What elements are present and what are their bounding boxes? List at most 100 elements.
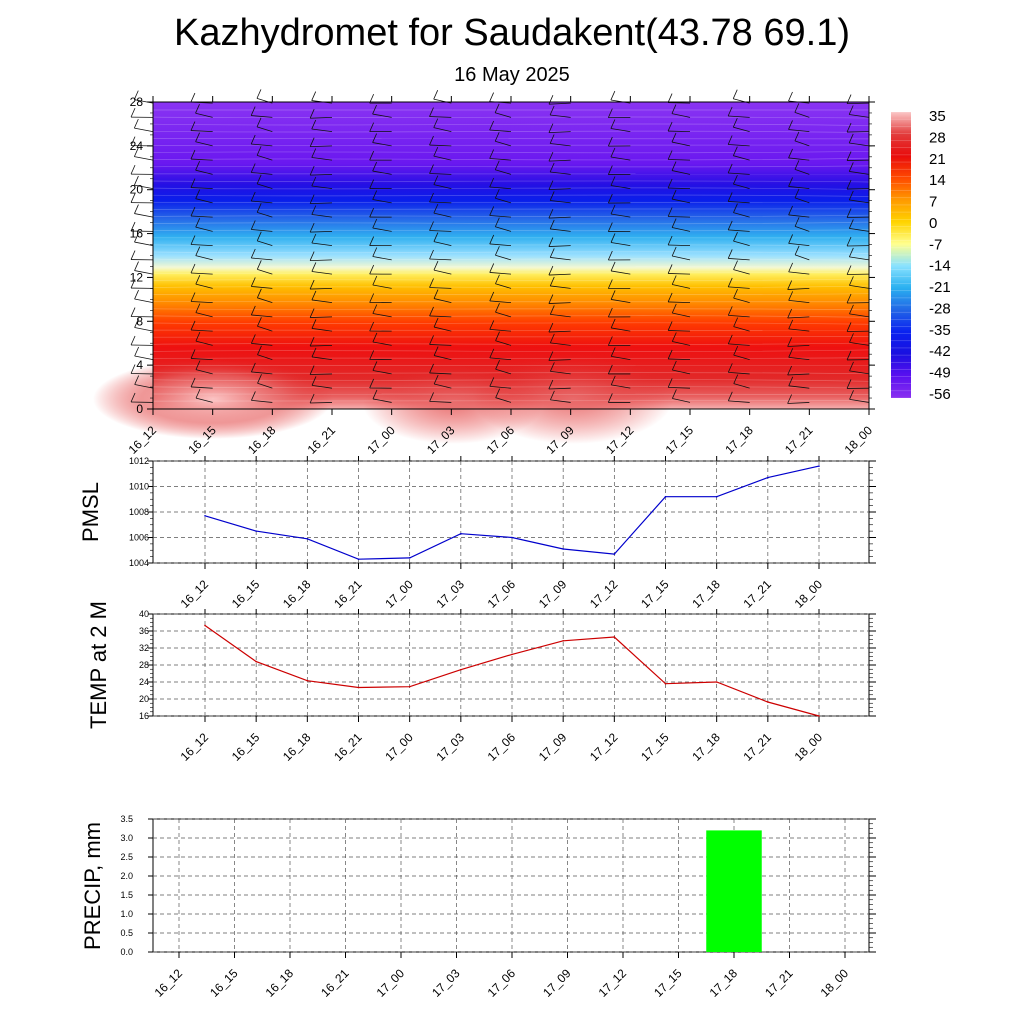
wind-barb [672,284,691,289]
wind-barb [787,402,810,404]
wind-barb-flag [610,347,616,357]
y-tick-label: 4 [136,358,143,372]
wind-barb [550,285,571,289]
x-tick-label: 16_18 [263,966,297,1000]
wind-barb [134,99,154,104]
wind-barb [672,255,691,261]
wind-barb-flag [130,392,136,403]
data-point [306,679,309,682]
wind-barb [429,201,452,204]
data-point [511,536,513,539]
wind-barb-flag [190,263,196,274]
wind-barb-flag [309,165,315,176]
y-tick-label: 12 [130,270,144,284]
colorbar-label: -35 [929,322,951,339]
wind-barb-flag [549,362,555,372]
wind-barb-flag [429,335,434,345]
heatmap-hotspot [473,354,673,444]
data-point [357,686,360,689]
wind-barb [311,242,333,247]
data-point [306,537,309,540]
wind-barb-flag [372,275,378,286]
wind-barb-flag [607,136,613,147]
wind-barb-flag [195,104,200,114]
wind-barb [433,212,452,218]
wind-barb [433,155,452,161]
x-tick-label: 18_00 [818,966,852,1000]
y-tick-label: 20 [139,694,149,704]
wind-barb-flag [732,146,738,156]
wind-barb [671,141,691,147]
wind-barb-flag [489,291,495,302]
wind-barb [788,271,810,275]
contour-line [152,165,870,168]
wind-barb-flag [195,161,200,171]
wind-barb [311,271,333,275]
wind-barb-flag [610,261,616,272]
x-tick-label: 17_21 [782,423,816,457]
wind-barb [668,273,691,275]
wind-barb-flag [369,122,375,132]
wind-barb-flag [429,107,434,117]
wind-barb-flag [610,119,616,129]
wind-barb-flag [250,334,256,344]
wind-barb-flag [610,90,616,101]
wind-barb [311,328,333,332]
x-tick-label: 17_03 [429,966,463,1000]
wind-barb [251,229,273,232]
wind-barb-flag [607,165,613,175]
wind-barb [548,102,571,105]
wind-barb-flag [429,392,434,402]
wind-barb-flag [256,146,262,156]
wind-barb-flag [733,345,739,356]
wind-barb-flag [607,393,613,403]
x-tick-label: 16_12 [152,966,186,1000]
wind-barb-flag [130,307,136,317]
wind-barb [550,171,571,175]
colorbar-label: 21 [929,151,946,168]
wind-barb-flag [433,203,439,214]
wind-barb [788,243,810,247]
wind-barb-flag [787,365,792,376]
wind-barb-flag [311,176,317,187]
wind-barb [372,227,392,232]
x-tick-label: 17_21 [740,577,774,611]
wind-barb [728,115,750,118]
wind-barb [190,301,213,304]
wind-barb-flag [548,351,554,361]
wind-barb-flag [549,248,555,258]
wind-barb [733,183,750,190]
wind-barb-flag [846,350,852,361]
wind-barb [787,373,810,376]
x-tick-label: 17_09 [536,730,570,764]
wind-barb-flag [788,205,793,216]
contour-line [152,130,870,133]
wind-barb-flag [489,263,495,273]
wind-barb [310,316,333,318]
wind-barb [251,200,273,204]
colorbar-label: 0 [929,215,937,232]
wind-barb [433,269,452,275]
wind-barb [733,240,750,247]
contour-line [152,293,870,296]
wind-barb-flag [134,346,140,357]
wind-barb-flag [846,208,852,218]
wind-barb-flag [195,360,201,370]
wind-barb [668,301,691,304]
colorbar-label: -14 [929,258,951,275]
x-tick-label: 16_21 [318,966,352,1000]
wind-barb-flag [548,322,554,333]
colorbar: 35 28 21 14 7 0 -7 -14 -21 -28 -35 -42 -49 -56 [891,108,951,403]
contour-line [152,187,870,190]
wind-barb-flag [727,363,733,373]
wind-barb-flag [849,390,854,400]
wind-barb [372,199,392,204]
wind-barb [668,187,691,190]
wind-barb [429,230,452,232]
wind-barb-flag [257,317,262,327]
y-tick-label: 16 [130,227,144,241]
chart-title: Kazhydromet for Saudakent(43.78 69.1) [174,12,850,54]
wind-barb [495,169,512,175]
wind-barb [251,143,273,147]
contour-line [152,194,870,197]
